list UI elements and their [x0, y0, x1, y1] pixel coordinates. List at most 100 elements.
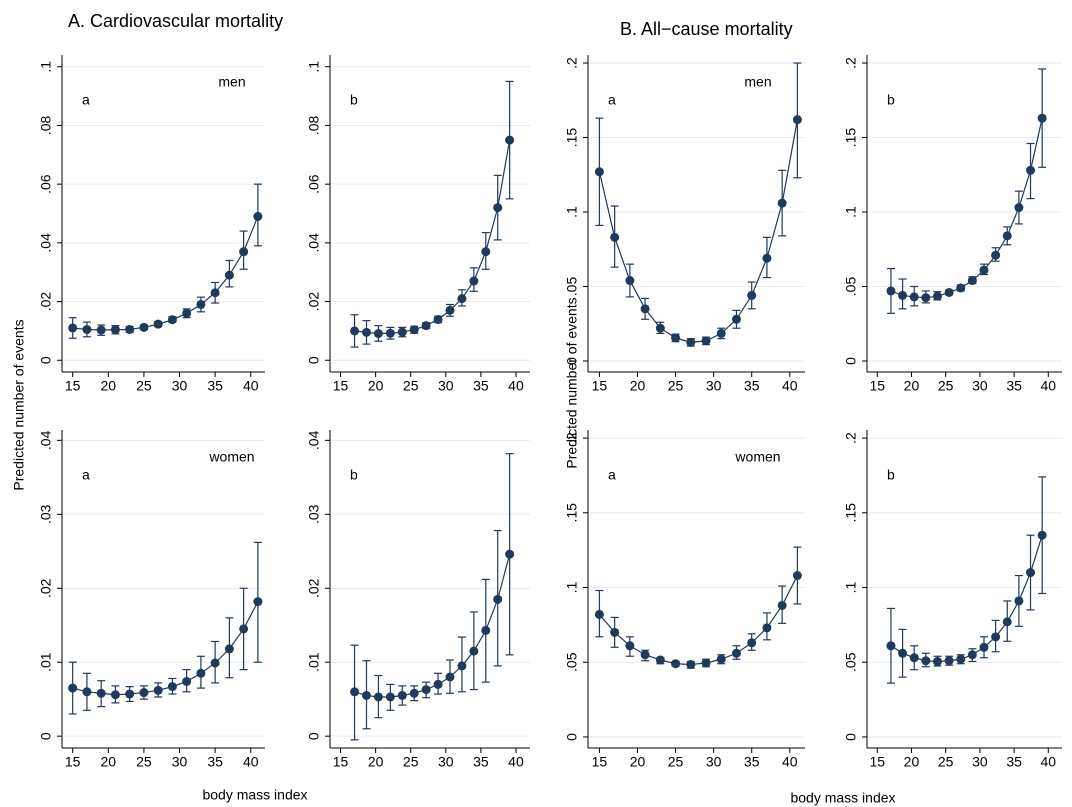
- x-tick-label: 35: [473, 754, 489, 770]
- point: [361, 690, 371, 700]
- point: [671, 659, 681, 669]
- y-tick-label: 0: [38, 732, 54, 740]
- x-axis-label: body mass index: [790, 790, 895, 806]
- x-tick-label: 25: [136, 378, 152, 394]
- point: [350, 687, 360, 697]
- point: [967, 650, 977, 660]
- point: [68, 323, 78, 333]
- y-tick-label: .04: [38, 233, 54, 253]
- y-tick-label: .1: [306, 61, 322, 73]
- y-tick-label: .02: [306, 578, 322, 598]
- point: [921, 293, 931, 303]
- point: [239, 247, 249, 257]
- point: [640, 650, 650, 660]
- point: [956, 654, 966, 664]
- point: [182, 308, 192, 318]
- y-tick-label: .2: [843, 432, 859, 444]
- point: [445, 305, 455, 315]
- point: [1037, 113, 1047, 123]
- point: [762, 253, 772, 263]
- point: [991, 250, 1001, 260]
- point: [932, 656, 942, 666]
- y-tick-label: .15: [843, 503, 859, 523]
- point: [110, 690, 120, 700]
- point: [625, 276, 635, 286]
- point: [397, 690, 407, 700]
- panel-annotation: women: [734, 449, 780, 465]
- x-tick-label: 35: [1006, 754, 1022, 770]
- point: [625, 641, 635, 651]
- point: [747, 290, 757, 300]
- x-tick-label: 25: [668, 754, 684, 770]
- point: [385, 328, 395, 338]
- point: [457, 661, 467, 671]
- point: [701, 658, 711, 668]
- point: [716, 328, 726, 338]
- y-tick-label: .15: [564, 503, 580, 523]
- y-tick-label: .06: [38, 174, 54, 194]
- x-tick-label: 40: [243, 754, 259, 770]
- x-tick-label: 25: [403, 754, 419, 770]
- y-tick-label: 0: [564, 733, 580, 741]
- y-tick-label: .05: [843, 652, 859, 672]
- y-tick-label: .05: [564, 652, 580, 672]
- y-axis-label: Predicted number of events: [564, 297, 580, 468]
- panel-annotation: men: [218, 74, 245, 90]
- point: [433, 314, 443, 324]
- x-tick-label: 30: [172, 378, 188, 394]
- point: [96, 325, 106, 335]
- x-tick-label: 40: [1041, 378, 1057, 394]
- y-axis-label: Predicted number of events: [11, 319, 27, 490]
- group-title: A. Cardiovascular mortality: [68, 11, 283, 31]
- y-tick-label: 0: [306, 356, 322, 364]
- y-tick-label: .02: [38, 292, 54, 312]
- x-tick-label: 15: [333, 754, 349, 770]
- point: [397, 327, 407, 337]
- x-tick-label: 20: [630, 754, 646, 770]
- point: [686, 659, 696, 669]
- point: [96, 688, 106, 698]
- point: [967, 276, 977, 286]
- point: [886, 641, 896, 651]
- x-tick-label: 30: [172, 754, 188, 770]
- x-tick-label: 20: [101, 754, 117, 770]
- point: [445, 672, 455, 682]
- point: [716, 654, 726, 664]
- point: [457, 294, 467, 304]
- x-tick-label: 15: [869, 378, 885, 394]
- point: [671, 333, 681, 343]
- x-tick-label: 35: [744, 754, 760, 770]
- y-tick-label: .03: [38, 504, 54, 524]
- point: [361, 327, 371, 337]
- panel-letter: b: [887, 92, 895, 108]
- x-tick-label: 35: [744, 378, 760, 394]
- x-axis-label: body mass index: [202, 787, 307, 803]
- point: [944, 656, 954, 666]
- y-tick-label: .1: [843, 206, 859, 218]
- y-tick-label: .15: [564, 128, 580, 148]
- x-tick-label: 25: [403, 378, 419, 394]
- x-tick-label: 40: [508, 754, 524, 770]
- point: [956, 283, 966, 293]
- y-tick-label: .04: [38, 430, 54, 450]
- point: [409, 688, 419, 698]
- y-tick-label: .1: [564, 206, 580, 218]
- x-tick-label: 30: [706, 754, 722, 770]
- y-tick-label: .15: [843, 128, 859, 148]
- point: [421, 321, 431, 331]
- point: [640, 304, 650, 314]
- y-tick-label: .04: [306, 430, 322, 450]
- point: [1014, 596, 1024, 606]
- panel-annotation: men: [744, 74, 771, 90]
- x-tick-label: 20: [368, 754, 384, 770]
- x-tick-label: 35: [473, 378, 489, 394]
- x-tick-label: 15: [333, 378, 349, 394]
- x-tick-label: 40: [243, 378, 259, 394]
- point: [125, 689, 135, 699]
- point: [505, 135, 515, 145]
- y-tick-label: .01: [306, 652, 322, 672]
- x-tick-label: 40: [782, 754, 798, 770]
- x-tick-label: 30: [972, 754, 988, 770]
- y-tick-label: .06: [306, 174, 322, 194]
